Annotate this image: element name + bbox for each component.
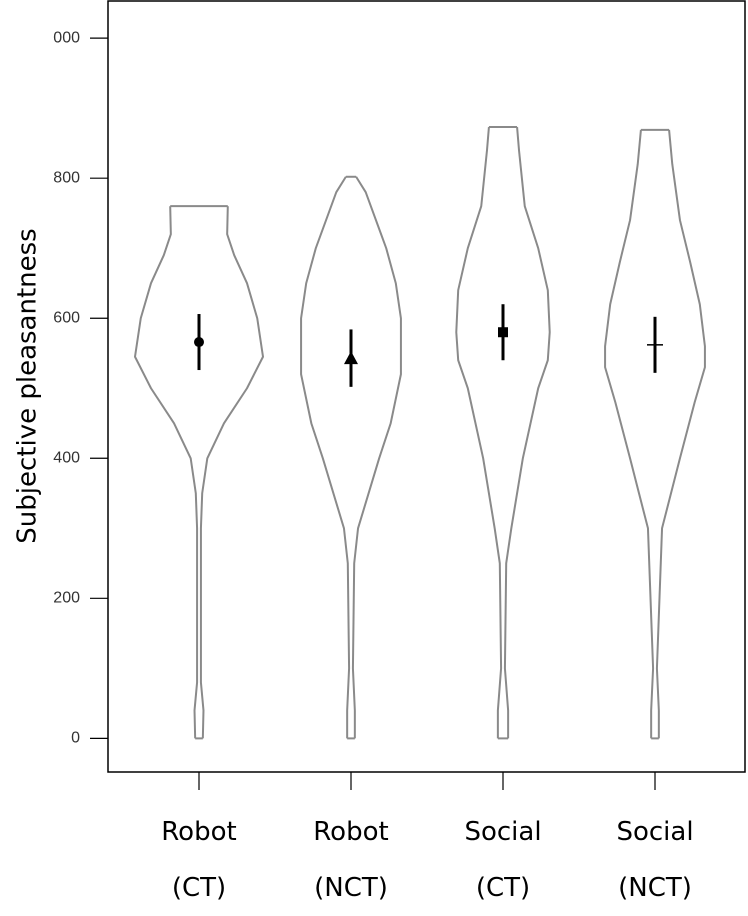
x-tick-label: Social (NCT) xyxy=(616,817,694,903)
mean-marker xyxy=(498,327,508,338)
y-tick-label: 800 xyxy=(53,169,80,186)
mean-marker xyxy=(344,351,358,365)
y-axis-title: Subjective pleasantness xyxy=(13,228,43,543)
x-tick-label: Social (CT) xyxy=(464,817,542,903)
mean-marker xyxy=(194,337,204,348)
y-tick-label: 200 xyxy=(53,590,80,607)
plot-frame xyxy=(107,0,746,773)
y-tick-label: 0 xyxy=(71,730,80,747)
violin-outline xyxy=(351,176,402,739)
y-tick-label: 400 xyxy=(53,449,80,466)
violin-outline xyxy=(134,206,199,739)
violin-outline xyxy=(604,129,655,739)
violin-outline xyxy=(655,129,706,739)
violin-outline xyxy=(199,206,264,739)
violin-outline xyxy=(503,126,551,739)
y-tick-label: 600 xyxy=(53,309,80,326)
x-tick-label: Robot (NCT) xyxy=(313,817,389,903)
x-tick-label: Robot (CT) xyxy=(161,817,237,903)
violin-outline xyxy=(300,176,351,739)
y-tick-label: 000 xyxy=(53,29,80,46)
violin-outline xyxy=(455,126,503,739)
